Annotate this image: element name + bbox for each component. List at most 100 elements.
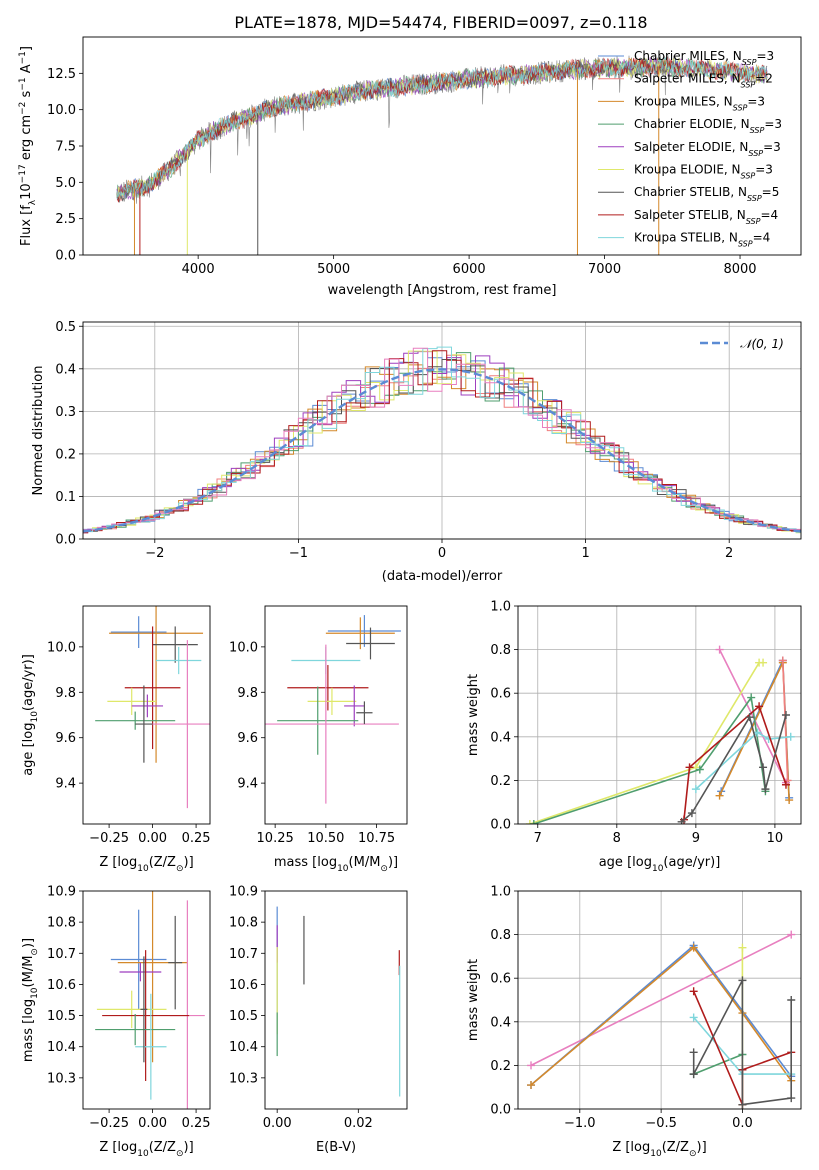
label-part: )] xyxy=(21,938,36,948)
y-tick-label: 9.8 xyxy=(237,686,258,701)
label-part: age [log xyxy=(21,723,36,776)
y-tick-label: 9.6 xyxy=(55,731,76,746)
legend-base: Salpeter ELODIE, N xyxy=(634,140,748,154)
legend-entry: Chabrier ELODIE, NSSP=3 xyxy=(634,117,782,135)
mass-weight-line xyxy=(530,933,792,1067)
label-part: (Z/Z xyxy=(149,1140,176,1155)
label-part: s xyxy=(19,90,34,101)
legend-sub: SSP xyxy=(733,103,748,112)
massweight_vs_age-xlabel: age [log10(age/yr)] xyxy=(599,855,721,874)
residual-plot-area xyxy=(83,346,801,534)
massweight_vs_Z-xlabel: Z [log10(Z/Z⊙)] xyxy=(612,1140,706,1159)
x-tick-label: 0.02 xyxy=(344,1116,373,1131)
mass-weight-line xyxy=(533,695,767,824)
y-tick-label: 10.9 xyxy=(47,885,76,900)
legend-base: Kroupa MILES, N xyxy=(634,94,733,108)
y-tick-label: 0.4 xyxy=(490,1015,511,1030)
spectrum-ylabel: Flux [fλ10−17 erg cm−2 s−1 A−1] xyxy=(18,46,38,246)
x-tick-label: 7 xyxy=(534,831,542,846)
label-part: Z [log xyxy=(612,1140,650,1155)
massweight_vs_age-frame xyxy=(517,605,802,825)
mass-weight-marker xyxy=(755,702,764,711)
massweight_vs_age-ylabel: mass weight xyxy=(466,674,481,756)
mass-weight-marker xyxy=(691,785,700,794)
x-tick-label: 10 xyxy=(767,831,784,846)
x-tick-label: 10.25 xyxy=(257,831,294,846)
y-tick-label: 0.0 xyxy=(55,249,76,264)
mass-weight-marker xyxy=(715,791,724,800)
y-tick-label: 10.4 xyxy=(229,1040,258,1055)
x-tick-label: 0.00 xyxy=(138,831,167,846)
x-tick-label: −0.5 xyxy=(645,1116,677,1131)
age_vs_Z-frame xyxy=(82,605,211,825)
spectrum-model-kroupa-elodie xyxy=(116,57,768,200)
label-part: 10 xyxy=(137,1149,149,1159)
y-tick-label: 9.8 xyxy=(55,686,76,701)
y-tick-label: 10.7 xyxy=(47,947,76,962)
mass_vs_Z-frame xyxy=(82,890,211,1110)
mass-weight-marker xyxy=(745,713,754,722)
mass-weight-marker xyxy=(747,693,756,702)
label-part: Flux [f xyxy=(19,205,34,246)
age_vs_mass-plot-area xyxy=(265,615,401,804)
legend-base: Kroupa ELODIE, N xyxy=(634,163,741,177)
mass_vs_Z-ylabel: mass [log10(M/M⊙)] xyxy=(21,938,40,1062)
massweight_vs_Z-ylabel: mass weight xyxy=(466,959,481,1041)
label-part: age [log xyxy=(599,855,652,870)
label-part: ⊙ xyxy=(176,1149,184,1159)
legend-tail: =3 xyxy=(756,49,774,63)
legend-sub: SSP xyxy=(748,148,763,157)
y-tick-label: 10.0 xyxy=(229,640,258,655)
y-tick-label: 5.0 xyxy=(55,176,76,191)
mass-weight-marker xyxy=(781,780,790,789)
legend-base: Salpeter MILES, N xyxy=(634,72,741,86)
legend-sub: SSP xyxy=(741,80,756,89)
x-tick-label: 8 xyxy=(613,831,621,846)
legend-entry: Chabrier MILES, NSSP=3 xyxy=(634,49,774,67)
spectrum-data-line xyxy=(116,54,680,204)
residual-histogram xyxy=(83,350,801,534)
y-tick-label: 0.6 xyxy=(490,687,511,702)
mass-weight-marker xyxy=(689,943,698,952)
age_vs_mass-axes: 10.25 10.50 10.75 9.4 9.6 9.8 10.0 xyxy=(229,640,395,846)
age_vs_Z-ylabel: age [log10(age/yr)] xyxy=(21,654,40,776)
mass-weight-line xyxy=(693,1053,743,1075)
legend-tail: =3 xyxy=(763,140,781,154)
mass-weight-marker xyxy=(761,785,770,794)
y-tick-label: 10.5 xyxy=(229,1009,258,1024)
label-part: Z [log xyxy=(99,855,137,870)
x-tick-label: −2 xyxy=(145,546,164,561)
y-tick-label: 0.4 xyxy=(55,362,76,377)
label-part: (Z/Z xyxy=(149,855,176,870)
legend-sub: SSP xyxy=(746,216,761,225)
panels-group: 4000 5000 6000 7000 80000.02.55.07.510.012.5… xyxy=(18,36,802,1159)
x-tick-label: 10.50 xyxy=(307,831,344,846)
legend-tail: =5 xyxy=(762,185,780,199)
label-part: mass [log xyxy=(21,999,36,1062)
x-tick-label: 6000 xyxy=(453,262,486,277)
mass-weight-marker xyxy=(687,809,696,818)
x-tick-label: 0.25 xyxy=(182,831,211,846)
y-tick-label: 10.5 xyxy=(47,1009,76,1024)
y-tick-label: 0.4 xyxy=(490,730,511,745)
mass-weight-marker xyxy=(781,711,790,719)
spectrum-title: PLATE=1878, MJD=54474, FIBERID=0097, z=0… xyxy=(234,13,647,32)
mass-weight-marker xyxy=(787,930,796,939)
mass-weight-marker xyxy=(753,728,762,737)
mass-weight-marker xyxy=(689,987,698,996)
mass-weight-line xyxy=(683,704,787,820)
legend-sub: SSP xyxy=(741,171,756,180)
mass-weight-marker xyxy=(738,943,747,952)
y-tick-label: 10.3 xyxy=(47,1071,76,1086)
mass_vs_ebv-axes: 0.00 0.02 10.3 10.4 10.5 10.6 10.7 10.8 10.9 xyxy=(229,885,373,1132)
mass-weight-line xyxy=(681,714,787,823)
mass_vs_ebv-frame xyxy=(264,890,408,1110)
y-tick-label: 0.8 xyxy=(490,643,511,658)
y-tick-label: 0.6 xyxy=(490,972,511,987)
y-tick-label: 10.0 xyxy=(47,640,76,655)
mass-weight-line xyxy=(530,946,792,1086)
x-tick-label: 10.75 xyxy=(358,831,395,846)
y-tick-label: 9.6 xyxy=(237,731,258,746)
y-tick-label: 0.8 xyxy=(490,928,511,943)
x-tick-label: 0.25 xyxy=(182,1116,211,1131)
